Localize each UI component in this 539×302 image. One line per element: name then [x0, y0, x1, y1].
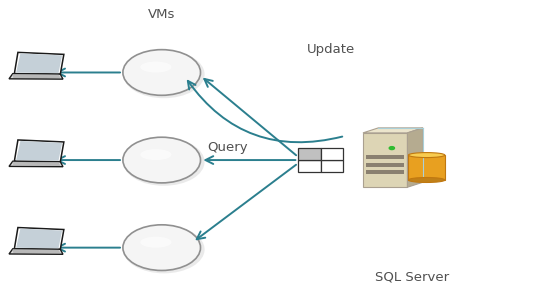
- Ellipse shape: [409, 178, 445, 182]
- FancyBboxPatch shape: [366, 170, 404, 174]
- Polygon shape: [16, 53, 62, 73]
- Polygon shape: [15, 52, 64, 74]
- Circle shape: [389, 147, 395, 149]
- Ellipse shape: [140, 62, 171, 72]
- Text: Query: Query: [208, 141, 248, 155]
- Polygon shape: [16, 141, 62, 161]
- Text: SQL Server: SQL Server: [375, 271, 450, 284]
- Ellipse shape: [123, 50, 205, 98]
- Polygon shape: [9, 249, 63, 254]
- FancyBboxPatch shape: [321, 160, 343, 172]
- Polygon shape: [407, 128, 423, 187]
- Ellipse shape: [123, 225, 201, 271]
- Ellipse shape: [140, 237, 171, 248]
- Ellipse shape: [123, 226, 205, 273]
- Text: Update: Update: [307, 43, 356, 56]
- FancyBboxPatch shape: [321, 148, 343, 160]
- FancyBboxPatch shape: [298, 148, 321, 160]
- FancyBboxPatch shape: [298, 160, 321, 172]
- Polygon shape: [15, 140, 64, 162]
- Polygon shape: [15, 227, 64, 249]
- Ellipse shape: [409, 153, 445, 158]
- Polygon shape: [363, 128, 423, 133]
- Polygon shape: [16, 229, 62, 248]
- Polygon shape: [363, 133, 407, 187]
- Ellipse shape: [123, 137, 201, 183]
- Ellipse shape: [123, 138, 205, 186]
- FancyBboxPatch shape: [366, 163, 404, 167]
- Polygon shape: [9, 74, 63, 79]
- Polygon shape: [409, 155, 445, 180]
- Text: VMs: VMs: [148, 8, 175, 21]
- Ellipse shape: [140, 149, 171, 160]
- Ellipse shape: [123, 50, 201, 95]
- FancyBboxPatch shape: [366, 155, 404, 159]
- Polygon shape: [9, 161, 63, 167]
